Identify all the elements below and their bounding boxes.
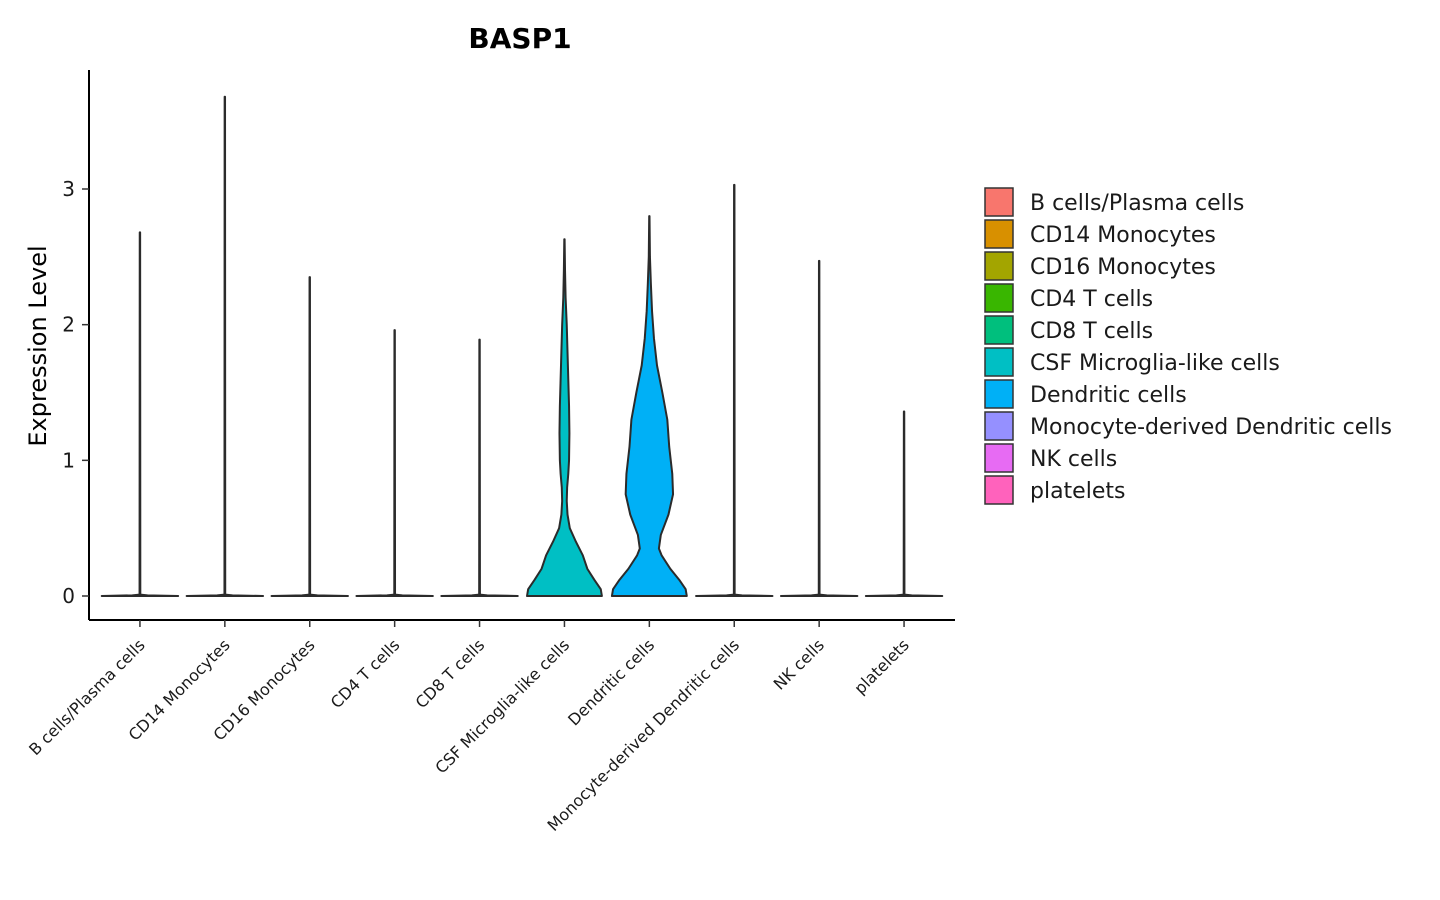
violin-monocyte-derived-dendritic-cells [695,183,774,597]
legend-swatch [984,283,1014,313]
y-tick-label: 0 [62,584,75,608]
legend-swatch [984,411,1014,441]
plot-area [100,95,944,597]
legend-label: CSF Microglia-like cells [1030,351,1280,376]
x-tick-label: Dendritic cells [564,635,658,729]
legend-swatch [984,347,1014,377]
violin-b-cells-plasma-cells [100,231,180,597]
legend-swatch [984,379,1014,409]
y-tick-label: 2 [62,313,75,337]
x-tick-label: NK cells [770,635,828,693]
legend-swatch [984,315,1014,345]
x-tick-label: CD8 T cells [412,635,489,712]
violin-nk-cells [779,259,859,597]
y-tick-label: 3 [62,177,75,201]
violin-cd4-t-cells [355,329,434,597]
legend-label: CD8 T cells [1030,319,1153,344]
legend-swatch [984,251,1014,281]
violin-platelets [864,410,944,597]
violin-dendritic-cells [610,215,688,597]
y-axis: 0 1 2 3 [62,70,90,620]
legend-label: CD4 T cells [1030,287,1153,312]
legend-swatch [984,219,1014,249]
legend-label: CD14 Monocytes [1030,223,1216,248]
violin-csf-microglia-like-cells [526,238,603,597]
legend-label: CD16 Monocytes [1030,255,1216,280]
chart-title: BASP1 [468,22,571,55]
x-tick-label: CD4 T cells [327,635,404,712]
legend-label: Dendritic cells [1030,383,1187,408]
x-tick-label: B cells/Plasma cells [25,635,149,759]
legend-label: NK cells [1030,447,1117,472]
violin-cd8-t-cells [440,338,519,597]
x-tick-label: platelets [850,635,913,698]
legend-label: Monocyte-derived Dendritic cells [1030,415,1392,440]
x-tick-label: Monocyte-derived Dendritic cells [544,635,744,835]
legend-swatch [984,475,1014,505]
legend: B cells/Plasma cells CD14 Monocytes CD16 M… [984,187,1392,505]
y-tick-label: 1 [62,448,75,472]
y-axis-label: Expression Level [24,245,52,446]
legend-swatch [984,187,1014,217]
legend-swatch [984,443,1014,473]
violin-cd16-monocytes [270,276,349,597]
legend-label: B cells/Plasma cells [1030,191,1244,216]
legend-label: platelets [1030,479,1125,504]
violin-cd14-monocytes [185,95,265,597]
